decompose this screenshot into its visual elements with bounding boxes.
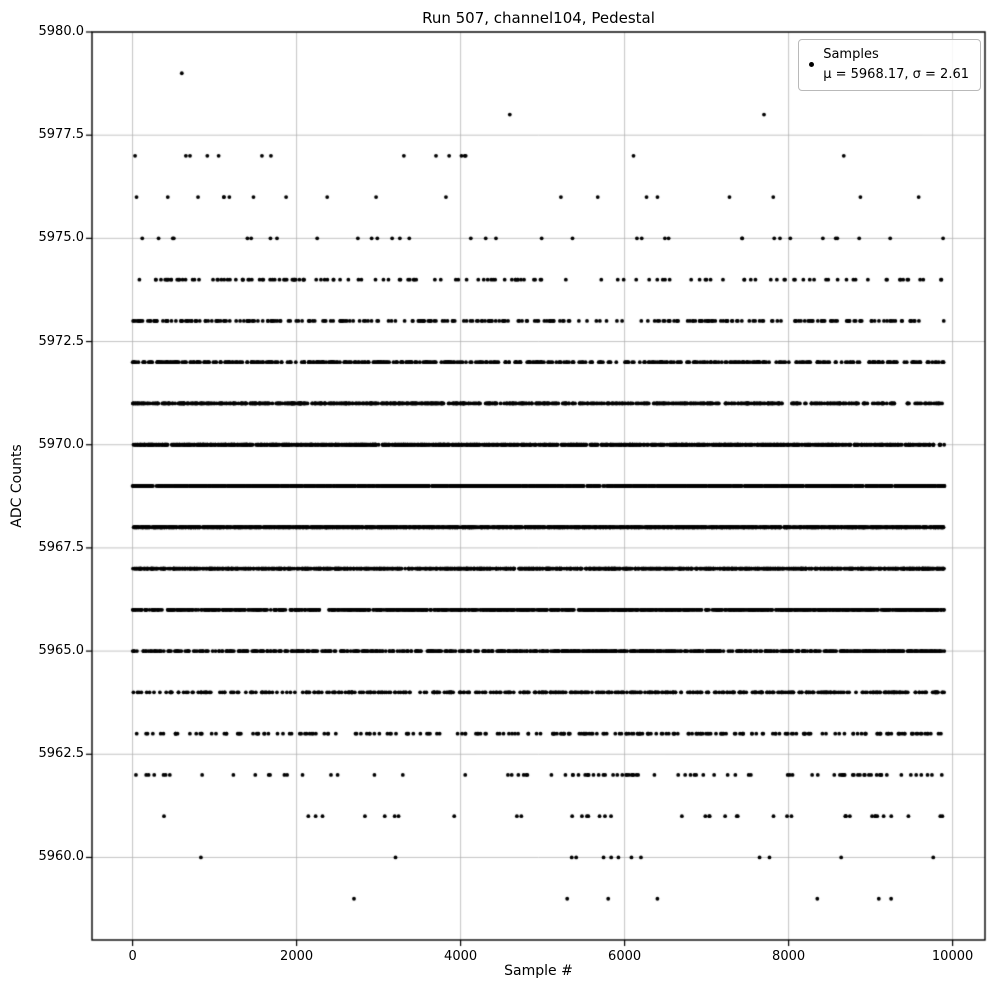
x-tick-label: 4000 <box>444 949 478 964</box>
x-tick-label: 8000 <box>772 949 806 964</box>
legend-text: Samples μ = 5968.17, σ = 2.61 <box>823 45 969 84</box>
y-tick-label: 5977.5 <box>38 127 85 143</box>
y-tick-label: 5972.5 <box>38 333 85 349</box>
sample-marker-icon <box>809 62 815 67</box>
chart-title: Run 507, channel104, Pedestal <box>422 9 655 27</box>
x-tick-label: 6000 <box>608 949 642 964</box>
x-axis-label: Sample # <box>504 963 573 979</box>
legend-label: Samples <box>823 47 879 62</box>
y-axis-label: ADC Counts <box>9 444 25 528</box>
y-tick-label: 5975.0 <box>38 230 85 246</box>
legend[interactable]: Samples μ = 5968.17, σ = 2.61 <box>798 39 981 91</box>
y-tick-label: 5960.0 <box>38 849 85 865</box>
y-tick-label: 5967.5 <box>38 539 85 555</box>
y-tick-label: 5980.0 <box>38 24 85 39</box>
x-tick-label: 0 <box>128 949 137 964</box>
legend-stats: μ = 5968.17, σ = 2.61 <box>823 66 969 82</box>
y-tick-label: 5965.0 <box>38 643 85 659</box>
x-tick-label: 10000 <box>931 949 974 964</box>
y-tick-label: 5970.0 <box>38 436 85 452</box>
x-tick-label: 2000 <box>280 949 314 964</box>
y-tick-label: 5962.5 <box>38 746 85 762</box>
